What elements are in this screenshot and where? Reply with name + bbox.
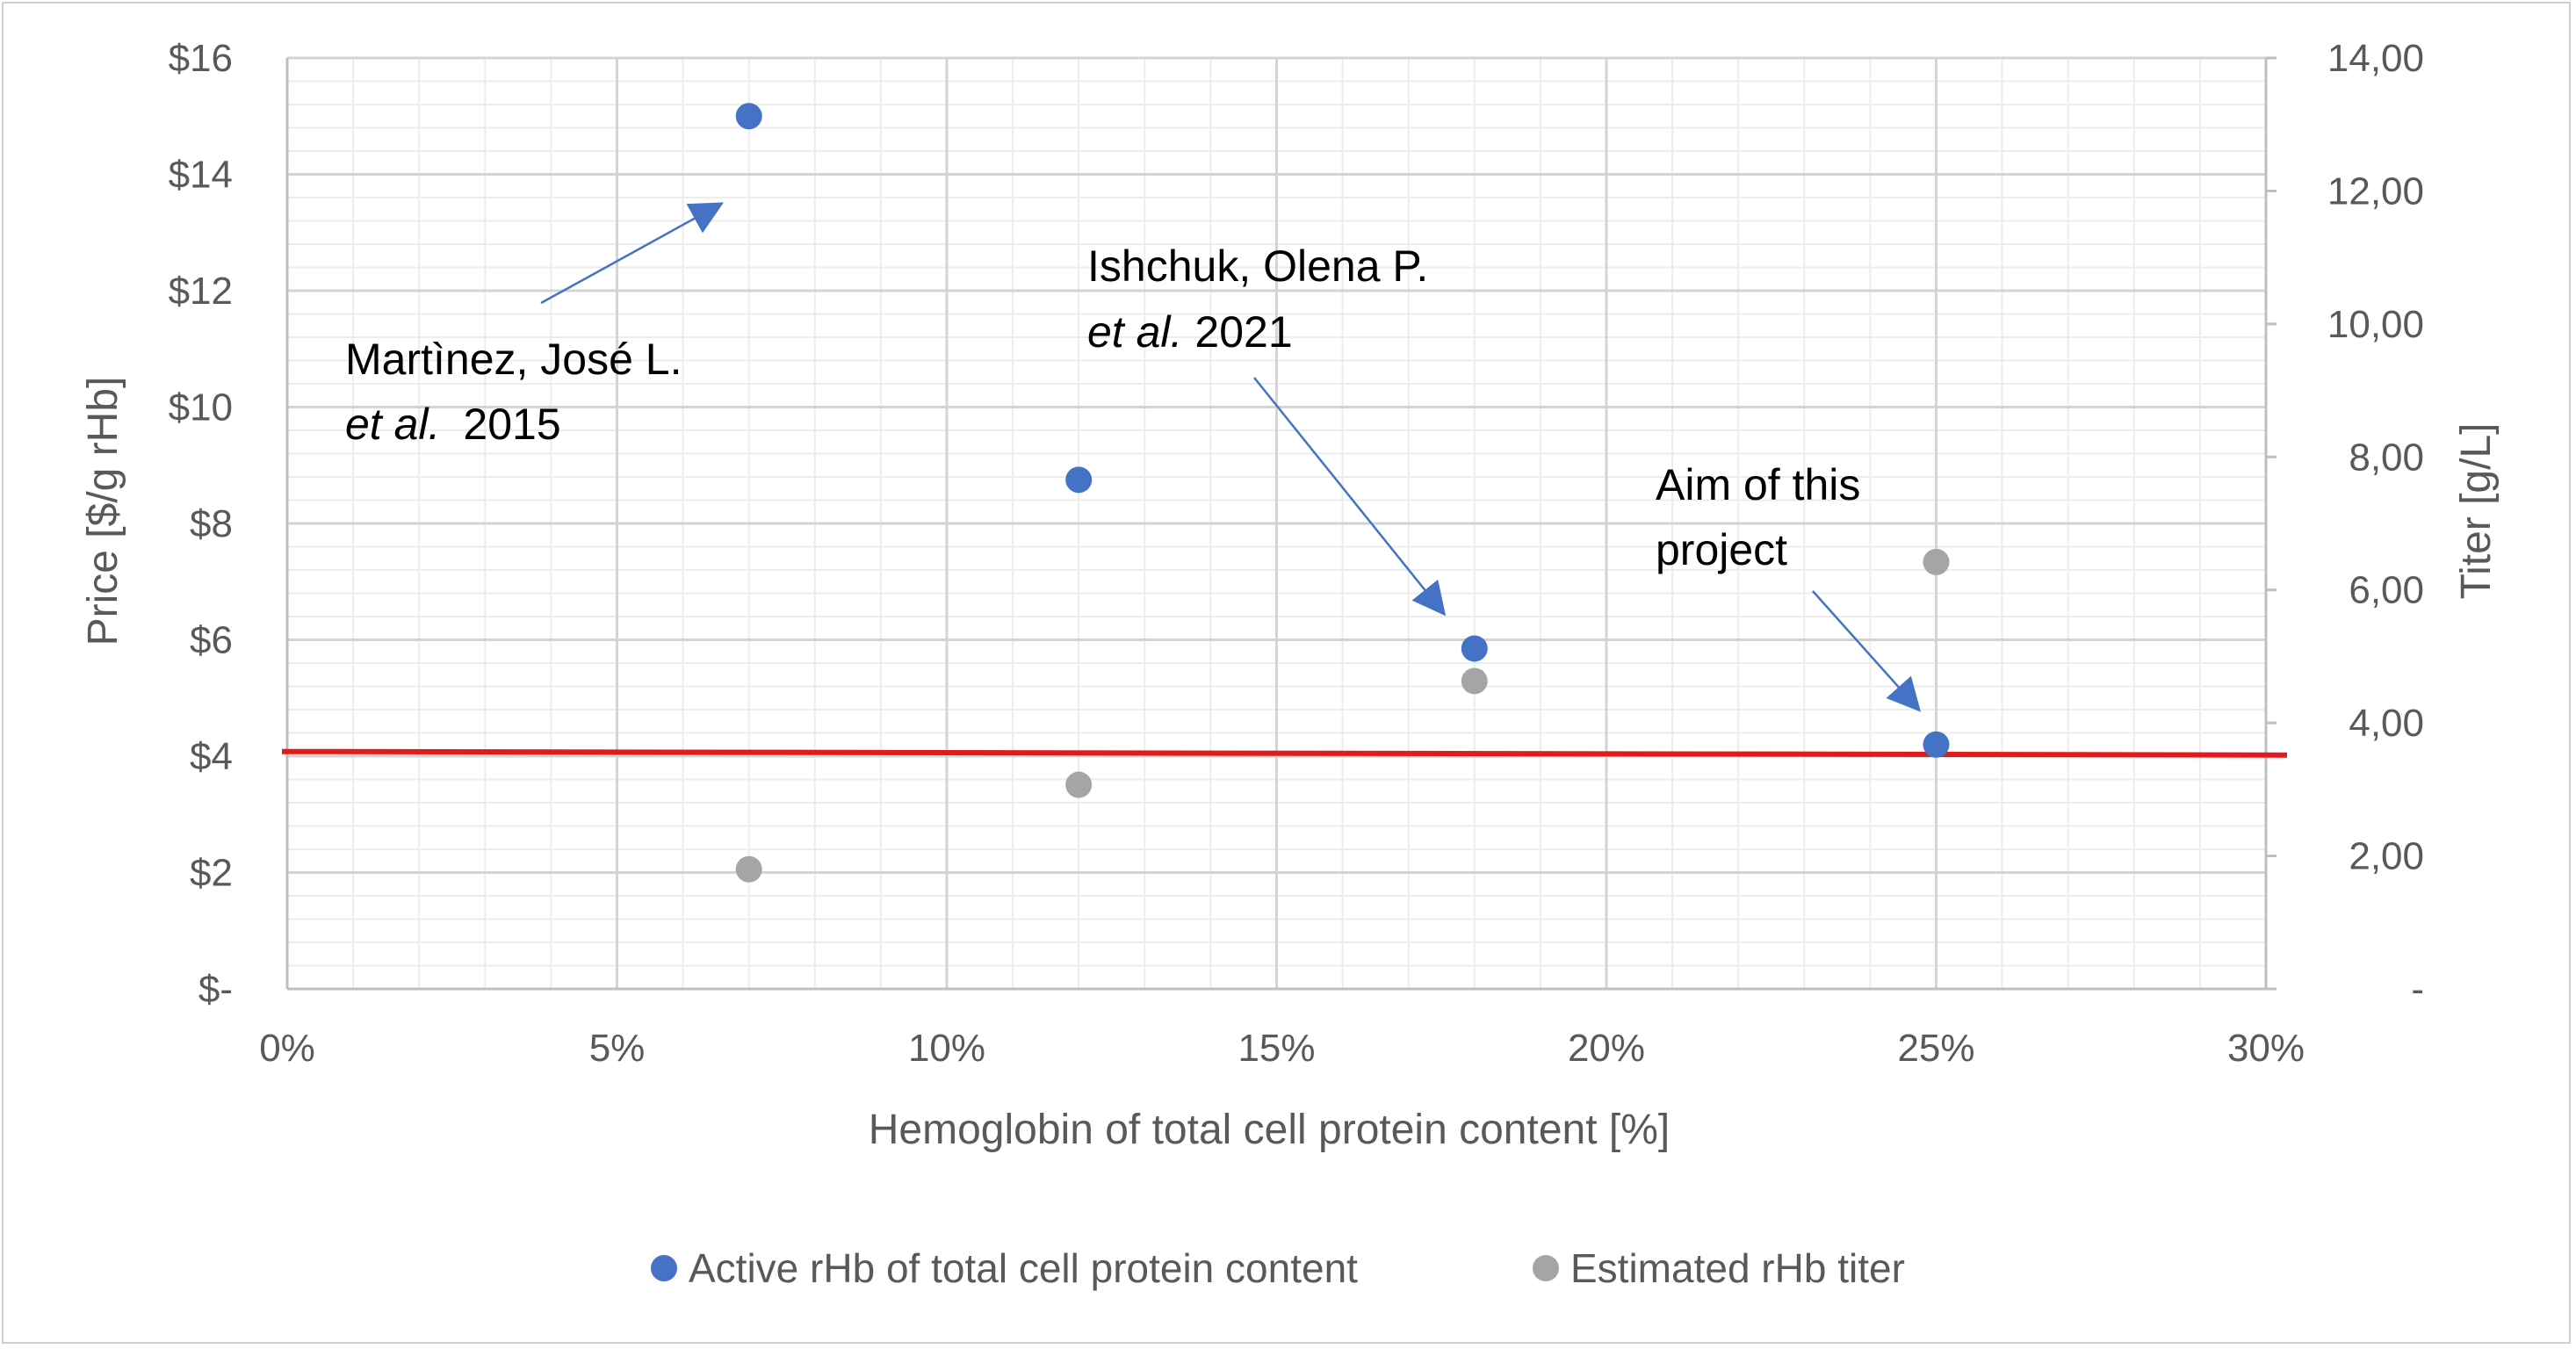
y-axis-title: Price [$/g rHb] bbox=[80, 377, 126, 646]
arrow-ishchuk bbox=[1253, 377, 1447, 617]
y2-tick-label: 2,00 bbox=[2349, 835, 2424, 878]
point-titer-0 bbox=[735, 855, 762, 883]
x-tick-label: 25% bbox=[1897, 1027, 1974, 1070]
y2-tick-label: 14,00 bbox=[2327, 37, 2424, 80]
data-points bbox=[735, 103, 1950, 883]
x-tick-label: 10% bbox=[908, 1027, 985, 1070]
point-titer-1 bbox=[1065, 771, 1093, 798]
legend-label-active-rhb: Active rHb of total cell protein content bbox=[689, 1245, 1358, 1291]
point-titer-2 bbox=[1461, 667, 1488, 695]
annotation-aim-line2: project bbox=[1656, 525, 1787, 574]
annotation-ishchuk: Ishchuk, Olena P. et al. 2021 bbox=[1087, 242, 1428, 357]
x-tick-label: 5% bbox=[589, 1027, 646, 1070]
legend-label-titer: Estimated rHb titer bbox=[1570, 1245, 1905, 1291]
y-tick-label: $2 bbox=[190, 852, 233, 895]
y2-tick-label: 6,00 bbox=[2349, 569, 2424, 612]
y-tick-label: $4 bbox=[190, 735, 233, 778]
y-tick-label: $6 bbox=[190, 619, 233, 662]
legend: Active rHb of total cell protein content… bbox=[651, 1245, 1905, 1291]
annotation-martinez-year: 2015 bbox=[463, 400, 560, 449]
x-tick-label: 20% bbox=[1568, 1027, 1645, 1070]
legend-marker-active-rhb bbox=[651, 1255, 677, 1281]
annotation-ishchuk-year: 2021 bbox=[1194, 307, 1292, 357]
y2-tick-label: 8,00 bbox=[2349, 436, 2424, 479]
annotation-ishchuk-line1: Ishchuk, Olena P. bbox=[1087, 242, 1428, 291]
y2-tick-label: - bbox=[2411, 968, 2424, 1011]
x-axis-title: Hemoglobin of total cell protein content… bbox=[869, 1107, 1670, 1153]
annotation-arrows bbox=[540, 202, 1922, 712]
y2-axis-title: Titer [g/L] bbox=[2453, 423, 2500, 600]
x-tick-label: 15% bbox=[1237, 1027, 1315, 1070]
annotation-martinez-line2: et al. 2015 bbox=[345, 400, 561, 449]
y2-tick-label: 4,00 bbox=[2349, 702, 2424, 745]
annotation-martinez-line1: Martìnez, José L. bbox=[345, 335, 682, 384]
y-tick-label: $8 bbox=[190, 502, 233, 545]
point-active-rhb-0 bbox=[735, 103, 762, 130]
reference-line bbox=[281, 748, 2288, 758]
x-tick-label: 30% bbox=[2227, 1027, 2305, 1070]
arrow-aim bbox=[1812, 590, 1922, 712]
annotation-ishchuk-italic: et al. bbox=[1087, 307, 1182, 357]
annotation-aim-line1: Aim of this bbox=[1656, 460, 1860, 509]
arrow-martinez bbox=[540, 202, 725, 305]
point-titer-3 bbox=[1923, 548, 1950, 575]
y2-tick-label: 10,00 bbox=[2327, 303, 2424, 346]
reference-line-group bbox=[281, 748, 2288, 758]
annotation-martinez-italic: et al. bbox=[345, 400, 440, 449]
y-tick-label: $14 bbox=[169, 154, 233, 197]
tick-labels: 0% 5% 10% 15% 20% 25% 30% $- $2 $4 $6 $8 $10 $12 $14 $1… bbox=[169, 37, 2424, 1070]
y-tick-label: $- bbox=[198, 968, 233, 1011]
annotation-aim: Aim of this project bbox=[1656, 460, 1860, 574]
point-active-rhb-2 bbox=[1461, 635, 1488, 662]
annotation-ishchuk-line2: et al. 2021 bbox=[1087, 307, 1293, 357]
y-tick-label: $10 bbox=[169, 386, 233, 429]
x-tick-label: 0% bbox=[259, 1027, 315, 1070]
annotation-martinez: Martìnez, José L. et al. 2015 bbox=[345, 335, 682, 449]
axes bbox=[285, 56, 2277, 991]
point-active-rhb-3 bbox=[1923, 731, 1950, 758]
y-tick-label: $12 bbox=[169, 270, 233, 313]
point-active-rhb-1 bbox=[1065, 466, 1093, 494]
y2-tick-label: 12,00 bbox=[2327, 170, 2424, 213]
y-tick-label: $16 bbox=[169, 37, 233, 80]
legend-marker-titer bbox=[1533, 1255, 1559, 1281]
